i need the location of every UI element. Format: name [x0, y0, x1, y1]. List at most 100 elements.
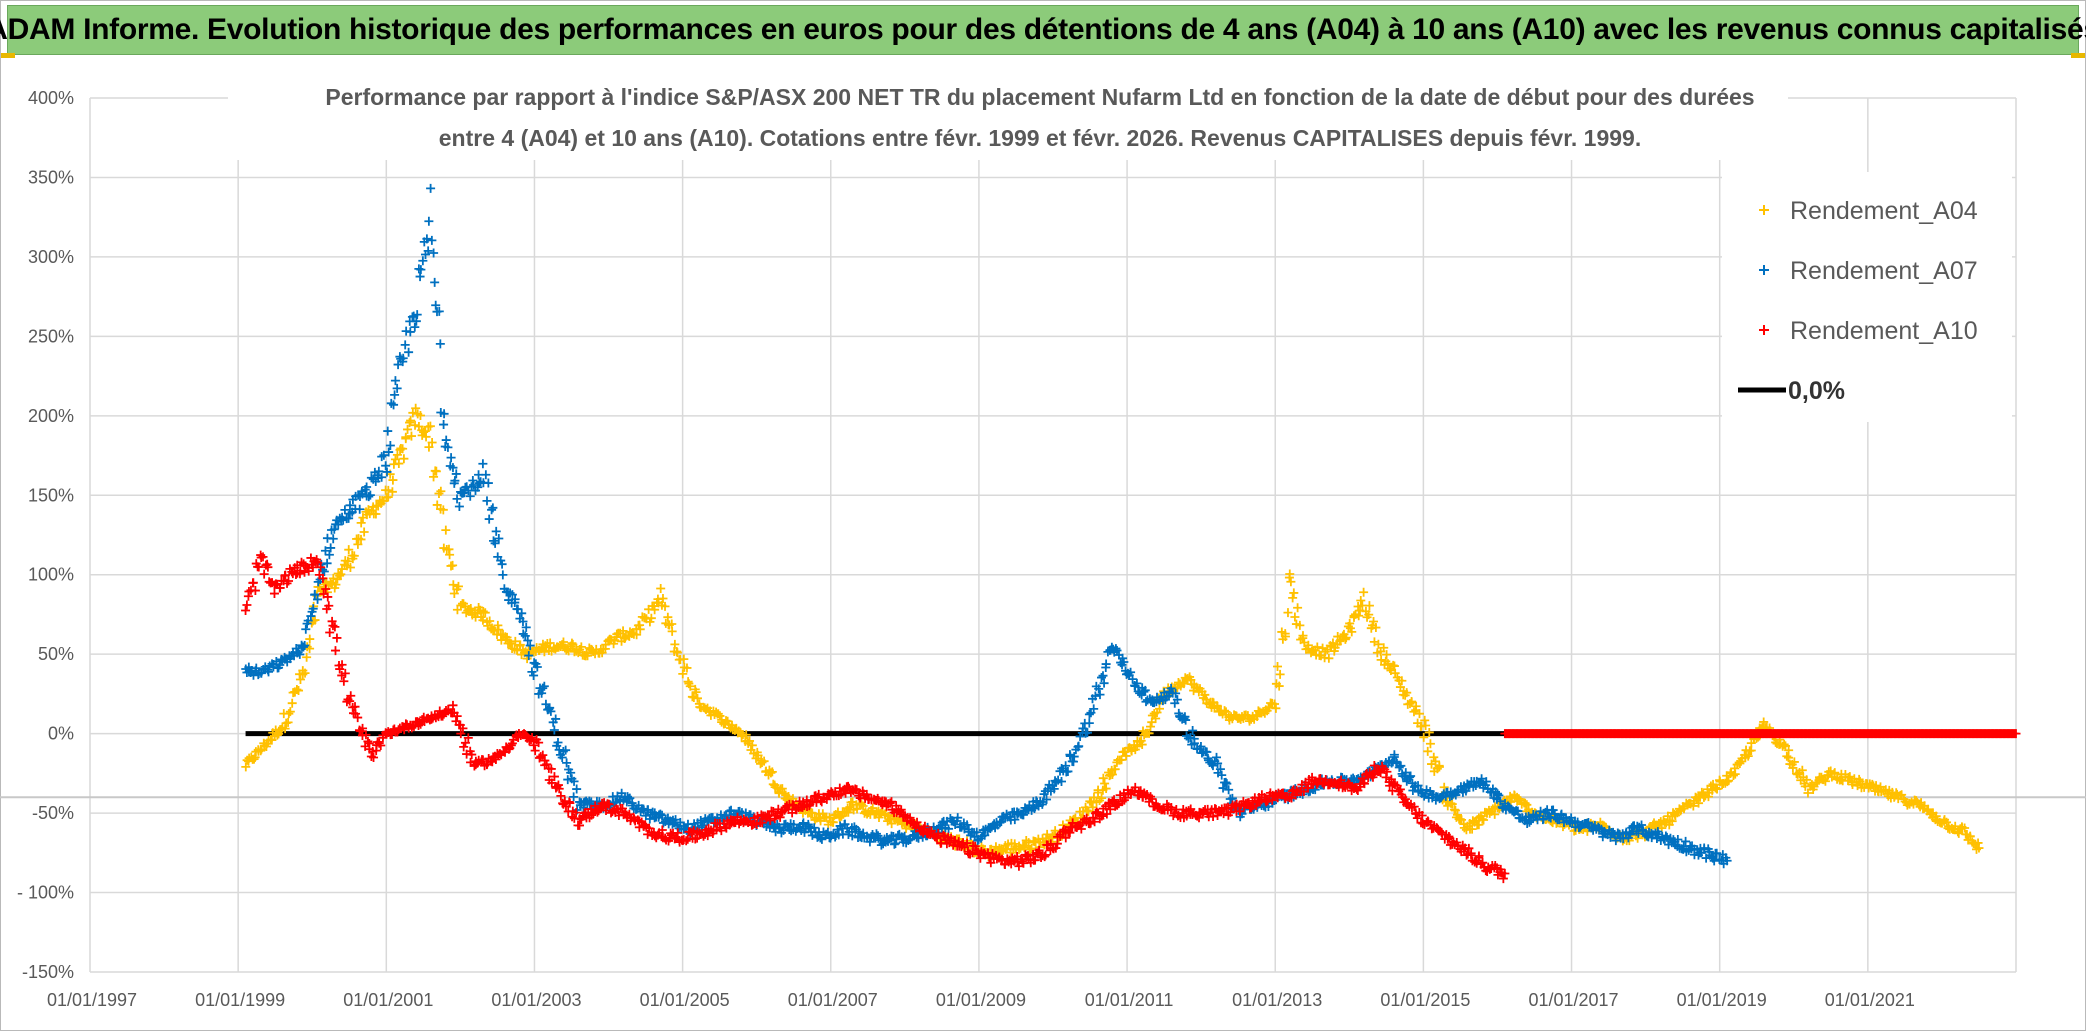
data-point [434, 306, 444, 316]
data-point [561, 745, 571, 755]
data-point [534, 738, 544, 748]
data-point [344, 545, 354, 555]
corner-accent-left [1, 53, 15, 58]
data-point [1041, 850, 1051, 860]
data-point [1217, 770, 1227, 780]
data-point [510, 636, 520, 646]
data-point [1082, 728, 1092, 738]
data-point [510, 594, 520, 604]
data-point [467, 750, 477, 760]
data-point [1336, 775, 1346, 785]
data-point [382, 729, 392, 739]
data-point [275, 583, 285, 593]
data-point [572, 784, 582, 794]
data-point [814, 789, 824, 799]
data-point [515, 640, 525, 650]
data-point [1213, 701, 1222, 711]
data-point [1379, 643, 1389, 653]
data-point [382, 467, 392, 477]
data-point [1673, 835, 1683, 845]
data-point [248, 578, 258, 588]
data-point [301, 561, 311, 571]
data-point [1478, 858, 1488, 868]
data-point [328, 534, 338, 544]
data-point [553, 737, 563, 747]
data-point [1807, 780, 1817, 790]
data-point [1289, 588, 1299, 598]
data-point [408, 408, 418, 418]
data-point [349, 551, 359, 561]
data-point [1097, 793, 1107, 803]
y-tick-label: -150% [22, 962, 74, 982]
data-point [1151, 713, 1161, 723]
data-point [1722, 856, 1732, 866]
data-point [439, 409, 449, 419]
legend-label: Rendement_A04 [1790, 197, 1978, 225]
data-point [1461, 786, 1471, 796]
data-point [478, 755, 488, 765]
data-point [438, 505, 448, 515]
data-point [1498, 874, 1508, 884]
data-point [364, 492, 374, 502]
data-point [494, 533, 504, 543]
data-point [1359, 779, 1369, 789]
data-point [1789, 757, 1799, 767]
data-point [1382, 650, 1392, 660]
data-point [521, 622, 531, 632]
data-point [379, 450, 389, 460]
data-point [385, 441, 395, 451]
data-point [308, 562, 318, 572]
data-point [244, 586, 254, 596]
data-point [1208, 812, 1218, 822]
data-point [1101, 659, 1111, 669]
data-point [1485, 808, 1495, 818]
legend: Rendement_A04 Rendement_A07 Rendement_A10 0… [1722, 172, 2012, 422]
data-point [1034, 845, 1044, 855]
data-point [549, 725, 559, 735]
data-point [345, 500, 355, 510]
data-point [1092, 807, 1102, 817]
data-point [446, 453, 456, 463]
data-point [254, 562, 264, 572]
data-point [284, 709, 294, 719]
data-point [538, 750, 548, 760]
data-point [411, 403, 421, 413]
data-point [320, 546, 330, 556]
data-point [491, 526, 501, 536]
data-point [520, 631, 530, 641]
data-point [1411, 701, 1421, 711]
data-point [596, 803, 606, 813]
data-point [551, 714, 561, 724]
y-tick-label: 0% [48, 724, 74, 744]
data-point [617, 788, 627, 798]
data-point [362, 482, 372, 492]
y-tick-label: - 100% [17, 883, 74, 903]
data-point [534, 645, 544, 655]
data-point [300, 668, 310, 678]
data-point [316, 562, 326, 572]
data-point [692, 693, 702, 703]
series-markers [241, 183, 2021, 884]
data-point [1078, 723, 1088, 733]
data-point [1793, 769, 1803, 779]
data-point [345, 563, 355, 573]
data-point [330, 646, 340, 656]
data-point [671, 815, 681, 825]
data-point [264, 667, 274, 677]
x-tick-label: 01/01/2017 [1528, 990, 1618, 1010]
data-point [1188, 726, 1198, 736]
data-point [1105, 804, 1115, 814]
data-point [810, 815, 820, 825]
data-point [1135, 688, 1145, 698]
data-point [431, 300, 441, 310]
data-point [1111, 644, 1121, 654]
data-point [646, 613, 656, 623]
data-point [459, 488, 469, 498]
data-point [650, 605, 660, 615]
data-point [1467, 824, 1477, 834]
data-point [250, 586, 260, 596]
data-point [339, 676, 349, 686]
data-point [657, 825, 667, 835]
data-point [1353, 602, 1363, 612]
data-point [456, 729, 466, 739]
